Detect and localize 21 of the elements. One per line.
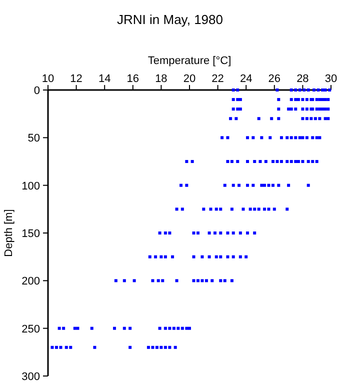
x-tick-label: 28 — [296, 73, 309, 85]
x-tick-label: 10 — [42, 73, 54, 85]
y-tick-label: 250 — [22, 323, 40, 336]
y-tick-label: 150 — [22, 228, 40, 240]
x-tick-label: 16 — [126, 73, 140, 85]
y-tick-label: 200 — [22, 276, 40, 288]
y-tick-label: 50 — [28, 132, 40, 145]
x-tick-label: 30 — [324, 73, 338, 85]
x-tick-label: 12 — [70, 73, 82, 85]
x-tick-label: 24 — [240, 73, 252, 85]
y-axis-title: Depth [m] — [3, 209, 15, 257]
x-tick-label: 20 — [183, 73, 196, 85]
x-tick-label: 26 — [268, 73, 281, 85]
chart-title: JRNI in May, 1980 — [117, 12, 223, 27]
y-tick-label: 300 — [22, 371, 40, 383]
y-tick-label: 100 — [22, 180, 40, 192]
y-tick-label: 0 — [34, 85, 40, 97]
x-tick-label: 22 — [212, 73, 224, 85]
x-tick-label: 14 — [98, 73, 111, 85]
x-axis-title: Temperature [°C] — [148, 55, 232, 67]
x-tick-label: 18 — [155, 73, 168, 85]
